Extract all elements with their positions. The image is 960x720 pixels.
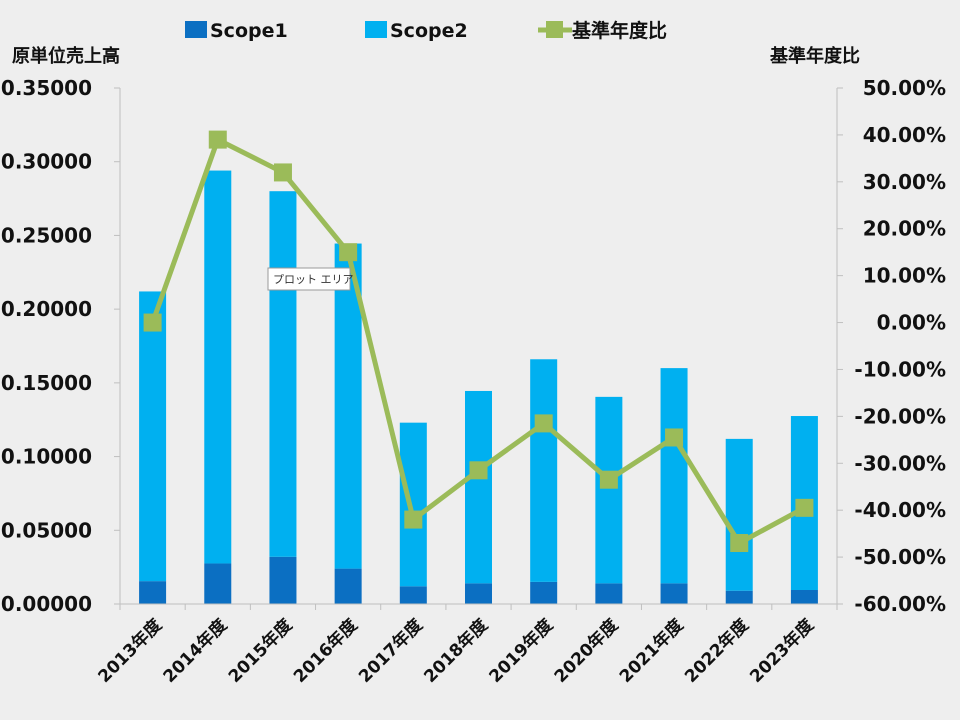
bar-scope2-0 (139, 291, 167, 582)
y2-tick-label: -40.00% (854, 498, 946, 522)
x-tick-label: 2017年度 (354, 614, 427, 687)
legend-swatch (185, 21, 207, 38)
line-point-7 (599, 470, 618, 489)
y-tick-label: 0.15000 (1, 371, 92, 395)
plot-area-tooltip: プロット エリア (267, 267, 354, 291)
y2-tick-label: -30.00% (854, 451, 946, 475)
x-tick-label: 2021年度 (615, 614, 688, 687)
y-tick-label: 0.00000 (1, 592, 92, 616)
bar-scope1-3 (334, 568, 362, 604)
bar-scope1-2 (269, 556, 297, 604)
bar-scope1-8 (660, 583, 688, 604)
x-tick-label: 2020年度 (550, 614, 623, 687)
line-point-6 (534, 414, 553, 433)
y-tick-label: 0.05000 (1, 518, 92, 542)
x-tick-label: 2015年度 (224, 614, 297, 687)
bar-scope2-6 (530, 359, 558, 582)
bar-scope2-5 (465, 390, 492, 584)
plot-area[interactable] (139, 130, 818, 604)
legend-label: Scope1 (210, 20, 288, 42)
bar-scope1-7 (595, 583, 623, 604)
legend-swatch (365, 21, 387, 38)
y2-tick-label: -10.00% (854, 357, 946, 381)
x-tick-label: 2013年度 (94, 614, 167, 687)
bar-scope2-8 (660, 368, 688, 584)
y-tick-label: 0.20000 (1, 297, 92, 321)
bar-scope1-1 (204, 563, 232, 604)
line-point-10 (795, 498, 814, 517)
x-tick-label: 2016年度 (289, 614, 362, 687)
legend-label: 基準年度比 (571, 19, 667, 42)
line-point-2 (273, 163, 292, 182)
tooltip-text: プロット エリア (273, 273, 354, 286)
line-point-5 (469, 461, 488, 480)
y2-tick-label: -50.00% (854, 545, 946, 569)
y2-tick-label: 50.00% (863, 76, 946, 100)
line-point-0 (143, 313, 162, 332)
legend-label: Scope2 (390, 20, 468, 42)
y-tick-label: 0.30000 (1, 150, 92, 174)
y2-tick-label: 40.00% (863, 123, 946, 147)
bar-scope1-10 (790, 589, 818, 604)
x-tick-label: 2014年度 (159, 614, 232, 687)
bar-scope1-4 (399, 586, 427, 604)
line-point-3 (339, 243, 358, 262)
bar-scope1-5 (465, 583, 492, 604)
bar-scope2-9 (725, 438, 753, 591)
y-tick-label: 0.25000 (1, 223, 92, 247)
x-tick-label: 2018年度 (420, 614, 493, 687)
x-tick-label: 2019年度 (485, 614, 558, 687)
x-tick-label: 2023年度 (746, 614, 819, 687)
line-point-4 (404, 510, 423, 529)
y2-tick-label: -20.00% (854, 404, 946, 428)
y2-tick-label: 20.00% (863, 217, 946, 241)
y-tick-label: 0.10000 (1, 445, 92, 469)
bar-scope2-2 (269, 191, 297, 557)
line-point-9 (730, 534, 749, 553)
line-point-1 (208, 130, 227, 149)
bar-scope2-1 (204, 170, 232, 564)
y2-tick-label: 10.00% (863, 264, 946, 288)
y2-tick-label: 30.00% (863, 170, 946, 194)
bar-scope1-9 (725, 590, 753, 604)
y2-tick-label: 0.00% (877, 311, 946, 335)
y-tick-label: 0.35000 (1, 76, 92, 100)
y2-tick-label: -60.00% (854, 592, 946, 616)
line-point-8 (665, 428, 684, 447)
legend-marker (546, 21, 563, 38)
bar-scope1-6 (530, 581, 558, 604)
legend: Scope1 Scope2 基準年度比 (185, 19, 667, 42)
bar-scope1-0 (139, 581, 167, 604)
bar-scope2-7 (595, 396, 623, 584)
y2-axis-title: 基準年度比 (769, 45, 860, 67)
bar-scope2-4 (399, 422, 427, 587)
x-tick-label: 2022年度 (680, 614, 753, 687)
y-axis-title: 原単位売上高 (12, 45, 120, 67)
